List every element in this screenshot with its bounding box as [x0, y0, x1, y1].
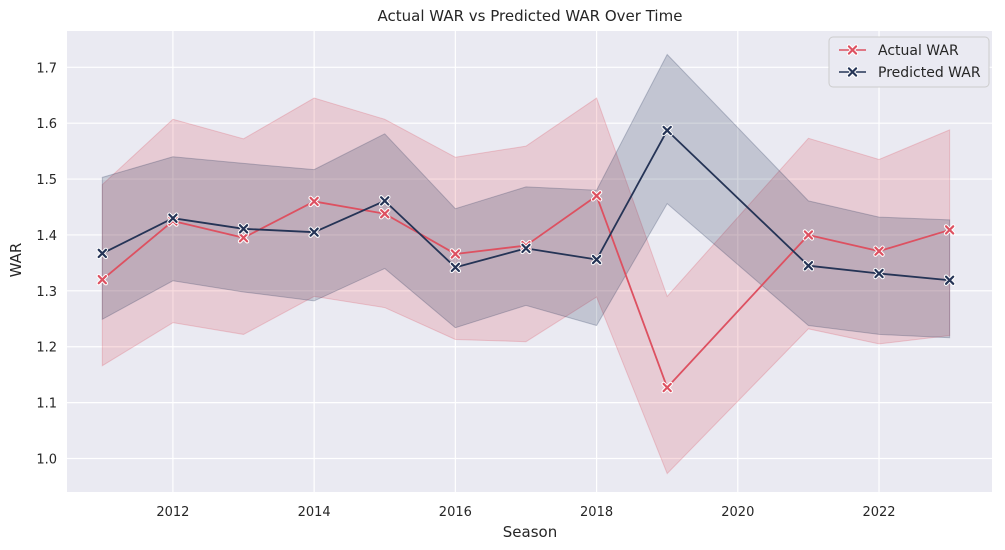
y-tick-label: 1.1	[36, 397, 57, 412]
y-tick-label: 1.0	[36, 452, 57, 467]
data-point-actual-war	[237, 232, 250, 244]
data-point-actual-war	[96, 273, 109, 286]
x-tick-label: 2018	[580, 505, 613, 520]
data-point-predicted-war	[379, 195, 391, 207]
confidence-band-predicted-war	[101, 53, 951, 339]
series-line-predicted-war	[101, 129, 950, 282]
x-tick-label: 2020	[721, 505, 754, 520]
data-point-predicted-war	[96, 247, 109, 260]
series-lines	[101, 129, 950, 389]
data-point-predicted-war	[167, 212, 179, 224]
chart-title: Actual WAR vs Predicted WAR Over Time	[378, 7, 683, 25]
x-tick-label: 2016	[439, 505, 472, 520]
legend: Actual WAR Predicted WAR	[828, 36, 990, 88]
confidence-band-actual-war	[101, 97, 951, 475]
x-axis-label: Season	[503, 523, 557, 541]
x-axis-ticks: 2012 2014 2016 2018 2020 2022	[156, 505, 895, 520]
y-tick-label: 1.7	[36, 61, 57, 76]
legend-marker-glyph	[846, 66, 859, 78]
x-tick-label: 2022	[862, 505, 895, 520]
data-point-predicted-war	[308, 226, 320, 238]
x-tick-label: 2012	[156, 505, 189, 520]
data-point-actual-war	[873, 245, 885, 257]
data-point-predicted-war	[943, 274, 956, 286]
series-markers	[96, 124, 956, 394]
legend-marker-actual-war	[846, 44, 859, 56]
series-line-actual-war	[101, 194, 950, 389]
legend-marker-glyph	[846, 44, 859, 56]
legend-marker-predicted-war	[846, 66, 859, 78]
y-tick-label: 1.6	[36, 117, 57, 132]
data-point-actual-war	[379, 208, 391, 220]
data-point-actual-war	[590, 190, 603, 202]
data-point-actual-war	[449, 248, 462, 260]
legend-frame	[828, 36, 990, 88]
data-point-predicted-war	[802, 259, 815, 272]
y-tick-label: 1.3	[36, 285, 57, 300]
confidence-bands	[101, 53, 951, 475]
legend-label-predicted-war: Predicted WAR	[878, 65, 981, 81]
plot-area	[67, 31, 992, 492]
data-point-actual-war	[308, 195, 320, 208]
data-point-predicted-war	[590, 253, 603, 266]
x-tick-label: 2014	[298, 505, 331, 520]
data-point-predicted-war	[661, 124, 673, 137]
legend-label-actual-war: Actual WAR	[878, 43, 959, 59]
y-tick-label: 1.4	[36, 229, 57, 244]
y-tick-label: 1.5	[36, 173, 57, 188]
data-point-actual-war	[802, 229, 815, 241]
y-axis-ticks: 1.0 1.1 1.2 1.3 1.4 1.5 1.6 1.7	[36, 61, 57, 467]
y-axis-label: WAR	[7, 243, 25, 278]
data-point-predicted-war	[873, 267, 885, 280]
data-point-predicted-war	[237, 223, 250, 235]
data-point-actual-war	[943, 224, 956, 236]
data-point-actual-war	[661, 381, 673, 394]
data-point-predicted-war	[449, 261, 462, 274]
grid	[67, 31, 992, 492]
data-point-predicted-war	[520, 242, 532, 255]
y-tick-label: 1.2	[36, 341, 57, 356]
